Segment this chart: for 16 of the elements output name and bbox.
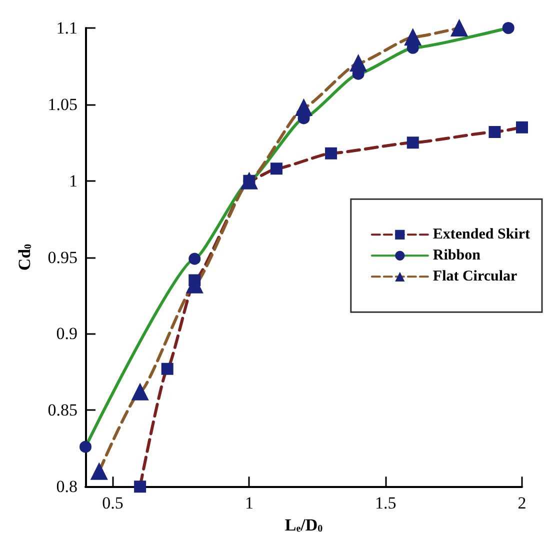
x-tick-label: 2 [518, 494, 526, 513]
y-axis-title: Cd0 [15, 244, 34, 271]
legend-label: Extended Skirt [432, 226, 530, 243]
y-tick-label: 1 [69, 171, 78, 190]
y-tick-label: 0.95 [48, 248, 78, 267]
x-axis-title: Le/D0 [284, 516, 323, 534]
x-tick-label: 1 [244, 494, 254, 513]
y-tick-label: 0.8 [56, 477, 78, 496]
y-tick-label: 1.05 [48, 94, 78, 114]
y-tick-label: 0.9 [56, 324, 78, 344]
y-tick-label: 1.1 [56, 18, 78, 38]
legend-label: Flat Circular [432, 268, 518, 285]
legend-label: Ribbon [432, 248, 482, 264]
x-tick-label: 1.5 [374, 494, 396, 513]
y-tick-label: 0.85 [48, 400, 78, 420]
x-tick-label: 0.5 [102, 494, 124, 513]
